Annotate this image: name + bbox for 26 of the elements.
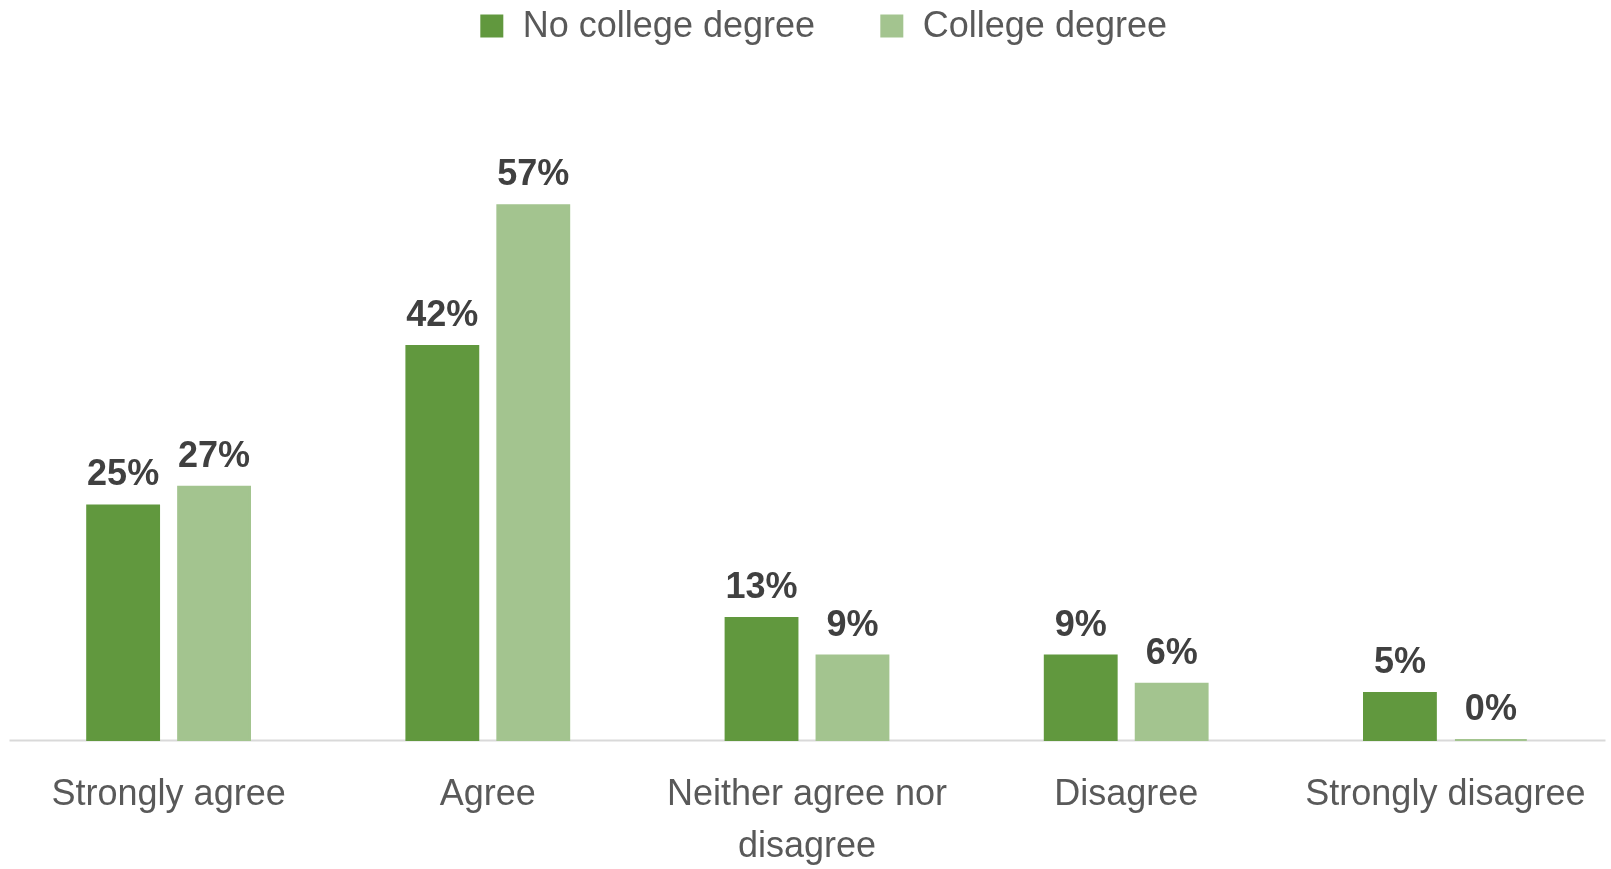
bar <box>86 504 161 741</box>
bar <box>724 617 799 741</box>
data-label: 6% <box>1145 630 1198 672</box>
data-label: 57% <box>497 152 570 194</box>
x-tick-label: Strongly disagree <box>1305 771 1586 813</box>
data-label: 0% <box>1464 687 1517 728</box>
bar <box>405 344 480 741</box>
bar <box>496 204 571 741</box>
x-tick-label: Neither agree nor disagree <box>666 771 948 865</box>
bar <box>1134 682 1209 741</box>
data-label: 42% <box>406 292 479 334</box>
bar <box>815 654 890 741</box>
data-label: 25% <box>87 452 160 494</box>
data-label: 13% <box>725 565 798 607</box>
x-tick-label: Strongly agree <box>51 771 286 813</box>
data-label: 9% <box>826 602 879 644</box>
x-tick-label: Disagree <box>1054 771 1199 813</box>
data-label: 5% <box>1373 640 1426 682</box>
bar <box>1363 692 1437 741</box>
bar <box>177 485 251 741</box>
x-tick-label: Agree <box>439 771 536 813</box>
data-label: 9% <box>1054 602 1107 644</box>
legend-label: No college degree <box>522 4 816 45</box>
legend-label: College degree <box>922 4 1167 45</box>
bar <box>1043 654 1118 741</box>
data-label: 27% <box>178 433 251 475</box>
